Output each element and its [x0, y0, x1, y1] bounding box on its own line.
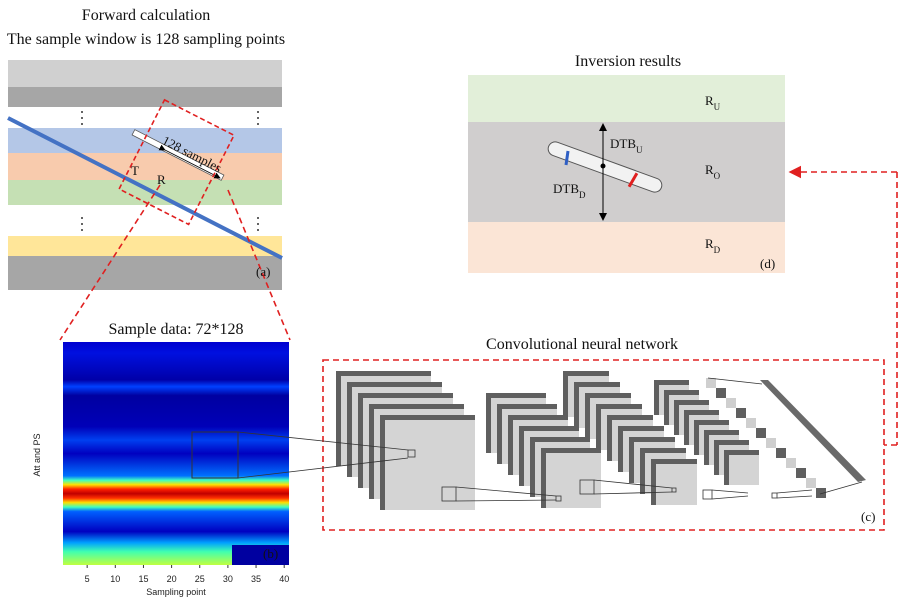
feature-map: [766, 438, 776, 448]
panel-label: (d): [760, 256, 775, 271]
x-tick-label: 15: [138, 574, 148, 584]
forward-subtitle: The sample window is 128 sampling points: [7, 31, 285, 48]
x-tick-label: 40: [279, 574, 289, 584]
feature-map: [786, 458, 796, 468]
transmitter-label: T: [131, 163, 139, 178]
feature-map: [706, 378, 716, 388]
middle-base: R: [705, 162, 714, 177]
feature-map: [385, 420, 475, 510]
heatmap-patch: [232, 545, 289, 565]
y-axis-label: Att and PS: [32, 433, 42, 476]
x-tick-label: 25: [195, 574, 205, 584]
lower-layer: [468, 222, 785, 273]
dtb-up-sub: U: [636, 145, 643, 155]
dtb-up-base: DTB: [610, 136, 636, 151]
lower-base: R: [705, 236, 714, 251]
x-tick-label: 35: [251, 574, 261, 584]
feature-map: [729, 455, 759, 485]
feature-map: [656, 464, 697, 505]
dtb-down-base: DTB: [553, 181, 579, 196]
dtb-down-sub: D: [579, 190, 586, 200]
feature-map: [806, 478, 816, 488]
feedback-arrow: [790, 172, 897, 445]
heatmap: [63, 342, 289, 565]
page: Forward calculation The sample window is…: [0, 0, 899, 601]
feature-map: [736, 408, 746, 418]
cnn-layers: [336, 371, 866, 510]
dense-layer: [760, 380, 866, 482]
panel-label: (b): [263, 546, 278, 561]
forward-title: Forward calculation: [82, 7, 210, 24]
x-axis-label: Sampling point: [146, 587, 206, 597]
x-tick-label: 30: [223, 574, 233, 584]
cnn-title: Convolutional neural network: [486, 336, 678, 353]
panel-label: (a): [256, 264, 270, 279]
middle-sub: O: [714, 171, 721, 181]
x-tick-label: 5: [85, 574, 90, 584]
feature-map: [726, 398, 736, 408]
sample-title: Sample data: 72*128: [108, 321, 243, 338]
x-tick-label: 10: [110, 574, 120, 584]
x-ticks: 5 10 15 20 25 30 35 40: [85, 565, 290, 584]
upper-sub: U: [714, 102, 721, 112]
x-tick-label: 20: [167, 574, 177, 584]
receiver-label: R: [157, 172, 166, 187]
inversion-title: Inversion results: [575, 53, 681, 70]
feature-map: [756, 428, 766, 438]
upper-base: R: [705, 93, 714, 108]
figure: Forward calculation The sample window is…: [0, 0, 899, 601]
feature-map: [716, 388, 726, 398]
feature-map: [796, 468, 806, 478]
lower-sub: D: [714, 245, 721, 255]
feature-map: [746, 418, 756, 428]
panel-label: (c): [861, 509, 875, 524]
feature-map: [776, 448, 786, 458]
forward-layers: [8, 60, 290, 340]
upper-layer: [468, 75, 785, 122]
